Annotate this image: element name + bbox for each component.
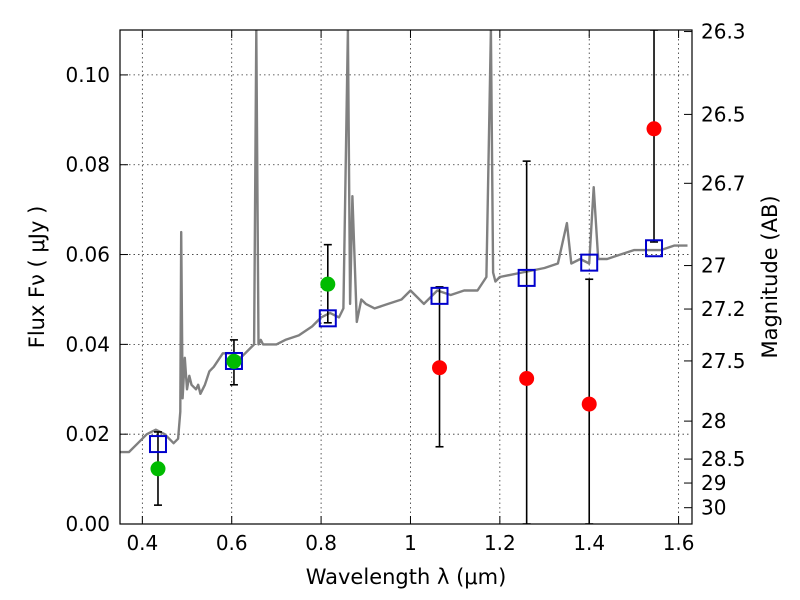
model-box-point [517, 268, 536, 287]
model-box-point [645, 239, 664, 258]
grid-layer [120, 30, 692, 524]
red-point [581, 396, 597, 412]
model-box-point [318, 309, 337, 328]
y2-axis-label: Magnitude (AB) [758, 195, 782, 358]
x-tick-label: 0.8 [305, 531, 337, 555]
y2-tick-label: 30 [701, 496, 726, 520]
y2-tick-label: 26.5 [701, 102, 746, 126]
green-point [150, 461, 166, 477]
y2-tick-label: 27.5 [701, 349, 746, 373]
x-tick-label: 1.4 [573, 531, 605, 555]
y-tick-label: 0.10 [65, 63, 110, 87]
y2-tick-label: 27.2 [701, 297, 746, 321]
x-axis-label: Wavelength λ (μm) [306, 565, 507, 589]
y2-tick-label: 29 [701, 471, 726, 495]
model-box-point [224, 351, 243, 370]
y2-tick-label: 26.7 [701, 171, 746, 195]
x-tick-label: 1.6 [663, 531, 695, 555]
y-tick-label: 0.04 [65, 332, 110, 356]
y2-tick-label: 28.5 [701, 447, 746, 471]
spectrum-line [120, 30, 688, 454]
model-box-point [430, 286, 449, 305]
green-point [320, 276, 336, 292]
x-tick-label: 1.2 [484, 531, 516, 555]
axes-layer: 0.4 0.6 0.8 1 1.2 1.4 1.6 0.00 0.02 0.04 0.06 0.08 0… [65, 20, 745, 555]
data-layer [120, 30, 688, 524]
red-point [646, 121, 662, 137]
red-point [432, 360, 448, 376]
green-point [226, 353, 242, 369]
red-point [519, 370, 535, 386]
x-tick-label: 1 [404, 531, 417, 555]
y-tick-label: 0.00 [65, 512, 110, 536]
x-tick-label: 0.4 [126, 531, 158, 555]
model-box-point [148, 435, 167, 454]
x-tick-label: 0.6 [216, 531, 248, 555]
model-box-point [580, 253, 599, 272]
y-tick-label: 0.02 [65, 422, 110, 446]
y-axis-label: Flux Fν ( μJy ) [25, 206, 49, 349]
y-tick-label: 0.06 [65, 243, 110, 267]
plot-frame [119, 29, 693, 525]
y2-tick-label: 27 [701, 254, 726, 278]
y-tick-label: 0.08 [65, 153, 110, 177]
y2-tick-label: 28 [701, 409, 726, 433]
y2-tick-label: 26.3 [701, 20, 746, 44]
